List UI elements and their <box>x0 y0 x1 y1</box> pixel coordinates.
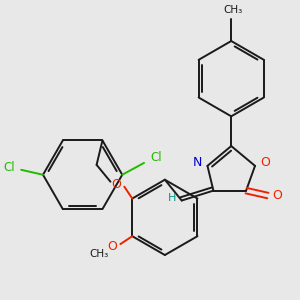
Text: Cl: Cl <box>4 161 15 174</box>
Text: H: H <box>168 193 176 202</box>
Text: N: N <box>193 156 202 170</box>
Text: O: O <box>272 189 282 202</box>
Text: O: O <box>107 240 117 253</box>
Text: Cl: Cl <box>150 152 162 164</box>
Text: CH₃: CH₃ <box>224 5 243 15</box>
Text: CH₃: CH₃ <box>89 249 108 259</box>
Text: O: O <box>260 156 270 170</box>
Text: O: O <box>112 178 121 191</box>
